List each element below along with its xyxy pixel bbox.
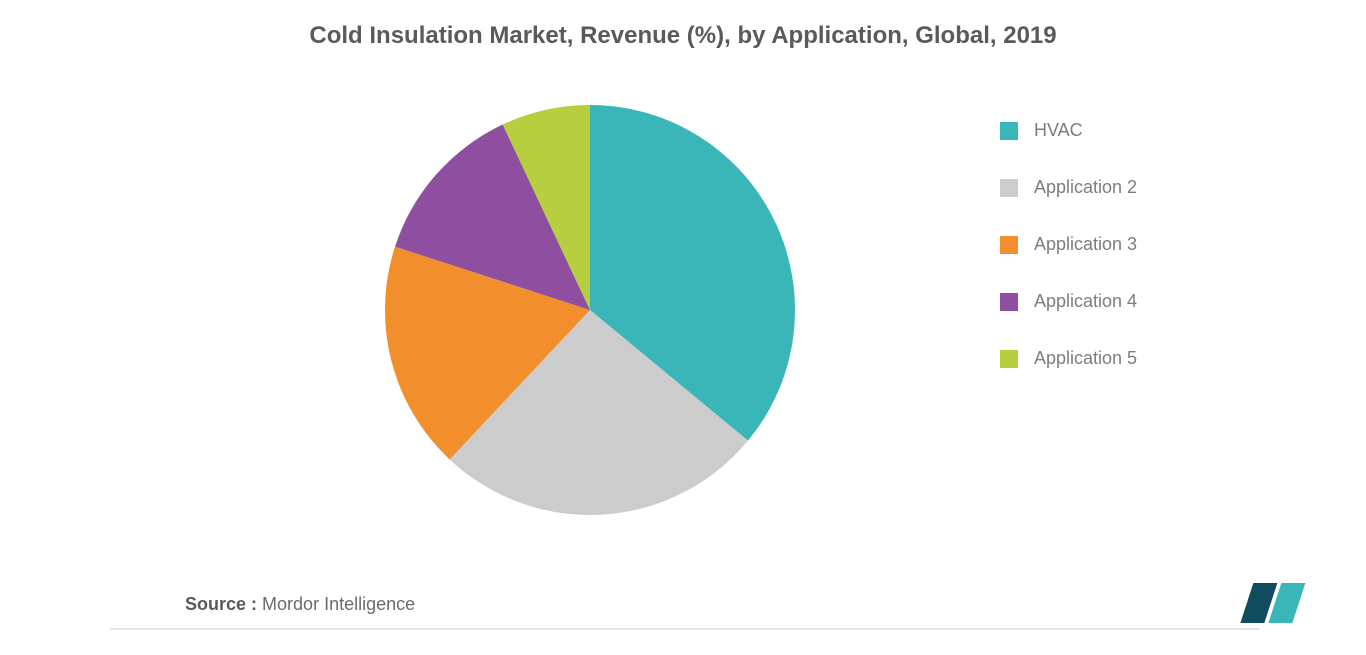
legend-item-1: Application 2	[1000, 177, 1137, 198]
chart-title: Cold Insulation Market, Revenue (%), by …	[0, 0, 1366, 50]
brand-logo	[1236, 581, 1306, 625]
legend: HVAC Application 2 Application 3 Applicatio…	[1000, 120, 1137, 405]
legend-item-4: Application 5	[1000, 348, 1137, 369]
legend-swatch-0	[1000, 122, 1018, 140]
legend-label-3: Application 4	[1034, 291, 1137, 312]
legend-label-0: HVAC	[1034, 120, 1083, 141]
legend-swatch-3	[1000, 293, 1018, 311]
legend-item-3: Application 4	[1000, 291, 1137, 312]
legend-swatch-1	[1000, 179, 1018, 197]
legend-item-0: HVAC	[1000, 120, 1137, 141]
source-text: Mordor Intelligence	[262, 594, 415, 614]
legend-label-4: Application 5	[1034, 348, 1137, 369]
chart-area: HVAC Application 2 Application 3 Applicatio…	[0, 90, 1366, 560]
legend-swatch-2	[1000, 236, 1018, 254]
legend-item-2: Application 3	[1000, 234, 1137, 255]
pie-chart	[380, 100, 800, 520]
legend-label-1: Application 2	[1034, 177, 1137, 198]
source-footer: Source : Mordor Intelligence	[185, 594, 415, 615]
legend-swatch-4	[1000, 350, 1018, 368]
chart-container: Cold Insulation Market, Revenue (%), by …	[0, 0, 1366, 655]
logo-svg	[1236, 581, 1306, 625]
footer-underline	[110, 628, 1260, 630]
pie-svg	[380, 100, 800, 520]
legend-label-2: Application 3	[1034, 234, 1137, 255]
source-label: Source :	[185, 594, 257, 614]
